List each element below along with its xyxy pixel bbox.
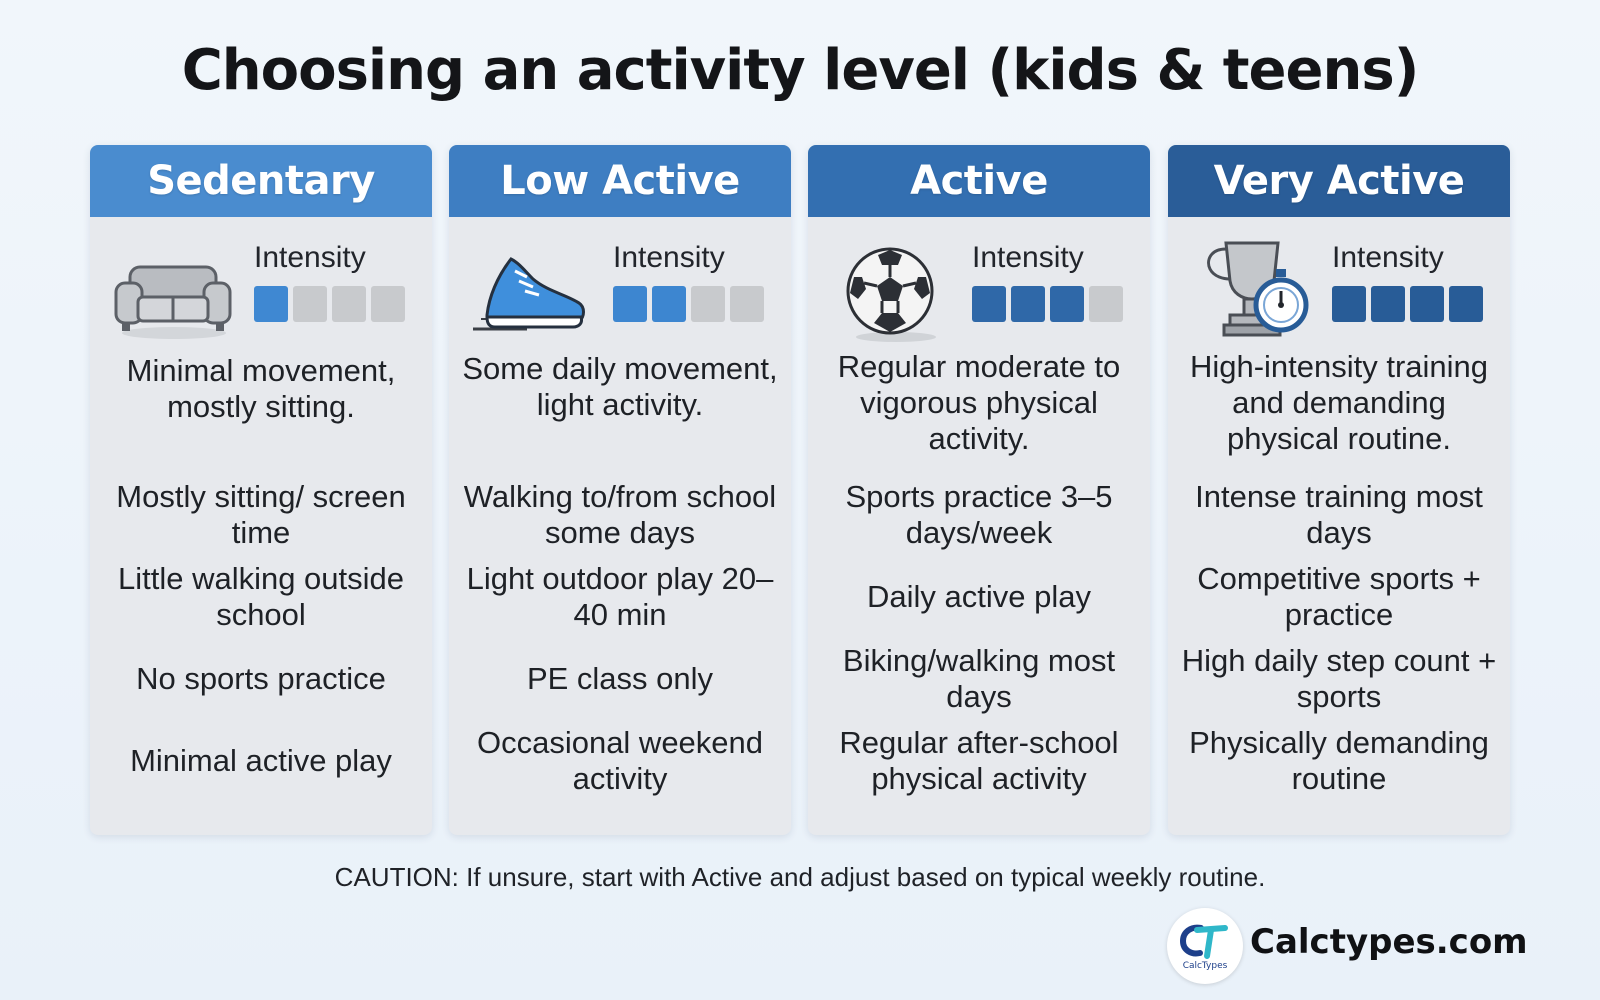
list-item: Physically demanding routine	[1189, 725, 1489, 796]
list-item: Little walking outside school	[117, 561, 405, 632]
intensity-segment	[1332, 286, 1366, 322]
list-item: Regular after-school physical activity	[839, 725, 1119, 796]
list-item: Minimal active play	[130, 743, 392, 778]
page-title: Choosing an activity level (kids & teens…	[181, 38, 1420, 103]
trophy-stopwatch-icon	[1186, 237, 1316, 347]
intensity-segment	[332, 286, 366, 322]
card-very-active: Very Active Intensity High-intensity tra…	[1168, 145, 1510, 835]
list-item: High daily step count + sports	[1181, 643, 1497, 714]
intensity-segment	[371, 286, 405, 322]
activity-level-cards: Sedentary Intensity Minimal movement, mo…	[90, 145, 1510, 835]
intensity-meter	[972, 286, 1132, 322]
intensity-segment	[1089, 286, 1123, 322]
list-item: PE class only	[526, 661, 714, 696]
intensity-label: Intensity	[972, 241, 1084, 274]
intensity-segment	[1410, 286, 1444, 322]
card-header: Low Active	[449, 145, 791, 217]
intensity-meter	[1332, 286, 1492, 322]
card-header: Active	[808, 145, 1150, 217]
intensity-segment	[691, 286, 725, 322]
couch-icon	[108, 237, 238, 347]
intensity-segment	[1011, 286, 1045, 322]
list-item: No sports practice	[136, 661, 386, 696]
intensity-segment	[1371, 286, 1405, 322]
intensity-segment	[652, 286, 686, 322]
card-sedentary: Sedentary Intensity Minimal movement, mo…	[90, 145, 432, 835]
list-item: Mostly sitting/ screen time	[116, 479, 406, 550]
list-item: Daily active play	[867, 579, 1091, 614]
intensity-label: Intensity	[1332, 241, 1444, 274]
card-active: Active Intensity Regular moderate to vig…	[808, 145, 1150, 835]
intensity-meter	[254, 286, 414, 322]
intensity-segment	[972, 286, 1006, 322]
intensity-segment	[613, 286, 647, 322]
intensity-label: Intensity	[613, 241, 725, 274]
card-header: Very Active	[1168, 145, 1510, 217]
intensity-label: Intensity	[254, 241, 366, 274]
list-item: Competitive sports + practice	[1197, 561, 1481, 632]
list-item: Walking to/from school some days	[463, 479, 777, 550]
svg-text:CalcTypes: CalcTypes	[1183, 961, 1228, 971]
intensity-segment	[730, 286, 764, 322]
list-item: Intense training most days	[1195, 479, 1483, 550]
intensity-segment	[254, 286, 288, 322]
card-low-active: Low Active Intensity Some daily movement…	[449, 145, 791, 835]
intensity-segment	[1449, 286, 1483, 322]
brand-link[interactable]: Calctypes.com	[1250, 922, 1528, 962]
sneaker-icon	[467, 237, 597, 347]
list-item: Occasional weekend activity	[476, 725, 764, 796]
card-header: Sedentary	[90, 145, 432, 217]
list-item: Sports practice 3–5 days/week	[845, 479, 1113, 550]
intensity-meter	[613, 286, 773, 322]
card-description: Regular moderate to vigorous physical ac…	[837, 349, 1121, 456]
soccer-ball-icon	[826, 237, 956, 347]
intensity-segment	[293, 286, 327, 322]
intensity-segment	[1050, 286, 1084, 322]
calctypes-logo-icon[interactable]: CalcTypes	[1167, 908, 1243, 984]
card-description: Minimal movement, mostly sitting.	[126, 353, 396, 424]
card-description: Some daily movement, light activity.	[462, 351, 778, 422]
list-item: Light outdoor play 20–40 min	[466, 561, 774, 632]
list-item: Biking/walking most days	[842, 643, 1116, 714]
card-description: High-intensity training and demanding ph…	[1189, 349, 1489, 456]
caution-note: CAUTION: If unsure, start with Active an…	[334, 862, 1266, 892]
